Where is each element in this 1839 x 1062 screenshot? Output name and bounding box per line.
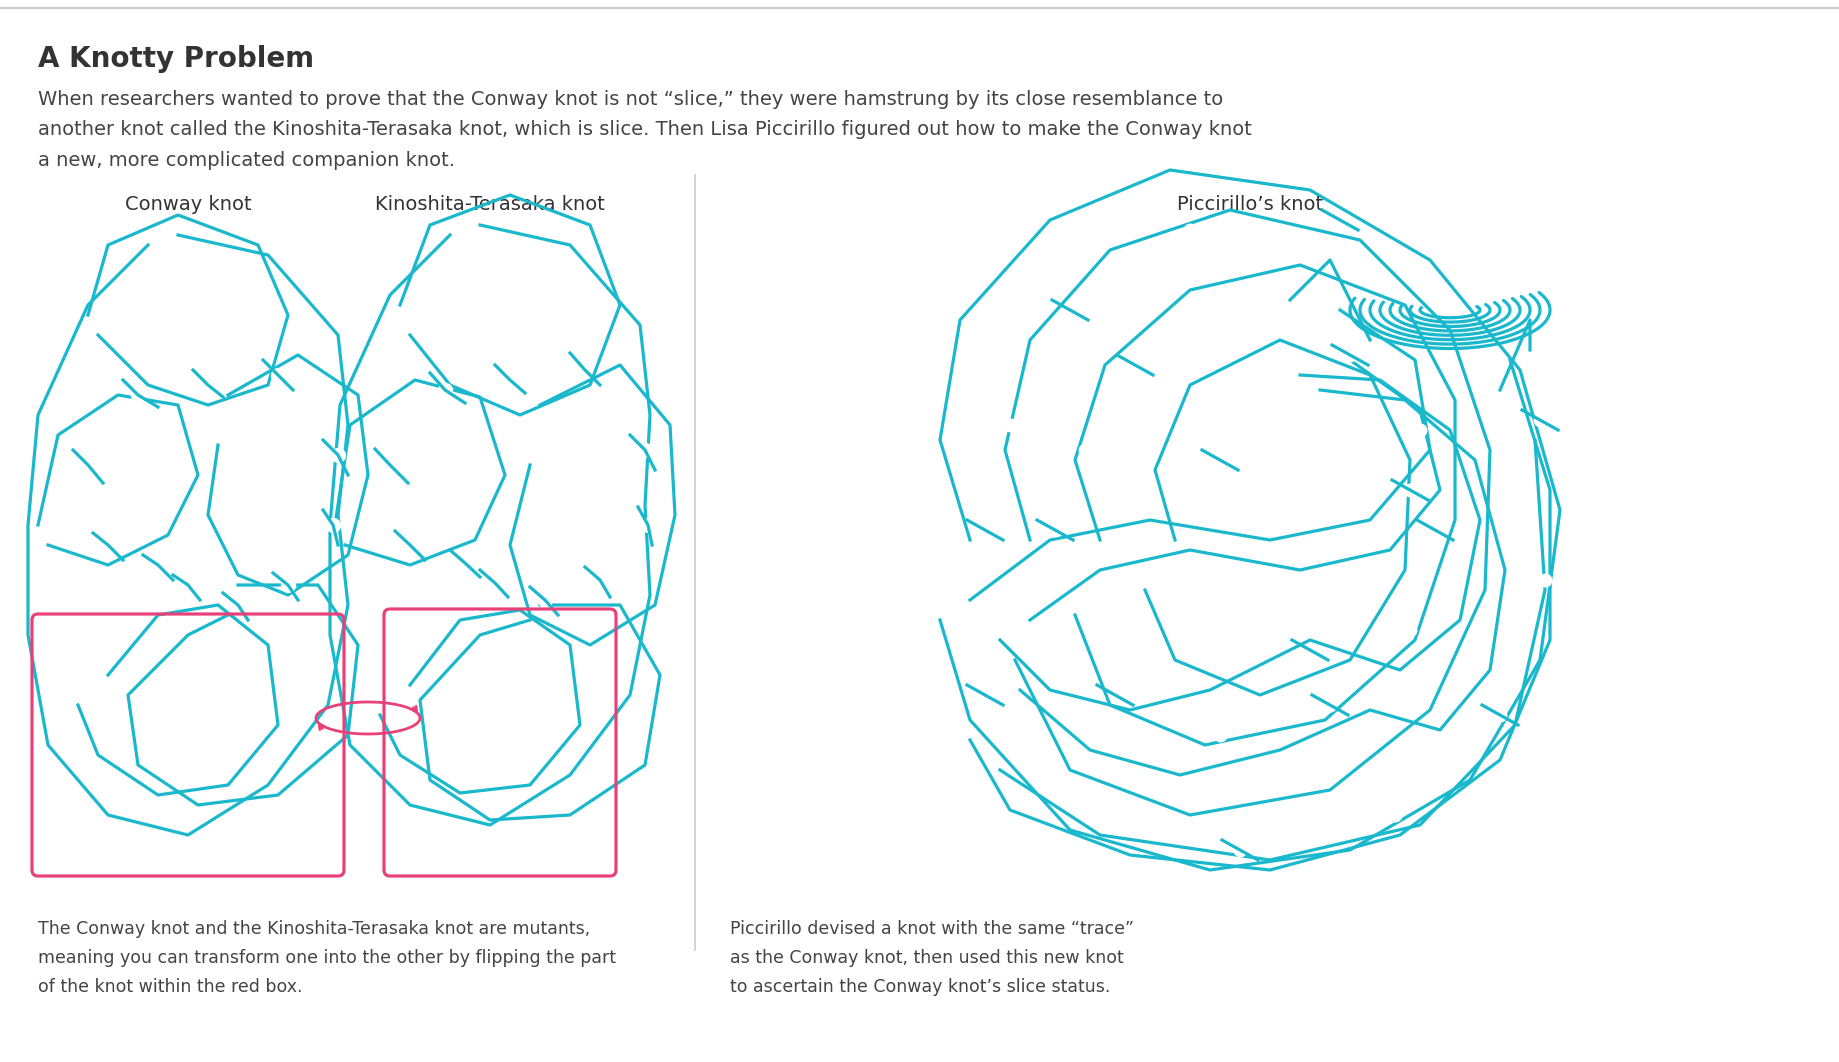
Text: Conway knot: Conway knot [125, 195, 252, 215]
Text: Kinoshita-Terasaka knot: Kinoshita-Terasaka knot [375, 195, 605, 215]
Text: Piccirillo devised a knot with the same “trace”
as the Conway knot, then used th: Piccirillo devised a knot with the same … [730, 920, 1133, 996]
Text: When researchers wanted to prove that the Conway knot is not “slice,” they were : When researchers wanted to prove that th… [39, 90, 1251, 170]
Text: Piccirillo’s knot: Piccirillo’s knot [1177, 195, 1322, 215]
Text: A Knotty Problem: A Knotty Problem [39, 45, 314, 73]
Text: The Conway knot and the Kinoshita-Terasaka knot are mutants,
meaning you can tra: The Conway knot and the Kinoshita-Terasa… [39, 920, 616, 996]
